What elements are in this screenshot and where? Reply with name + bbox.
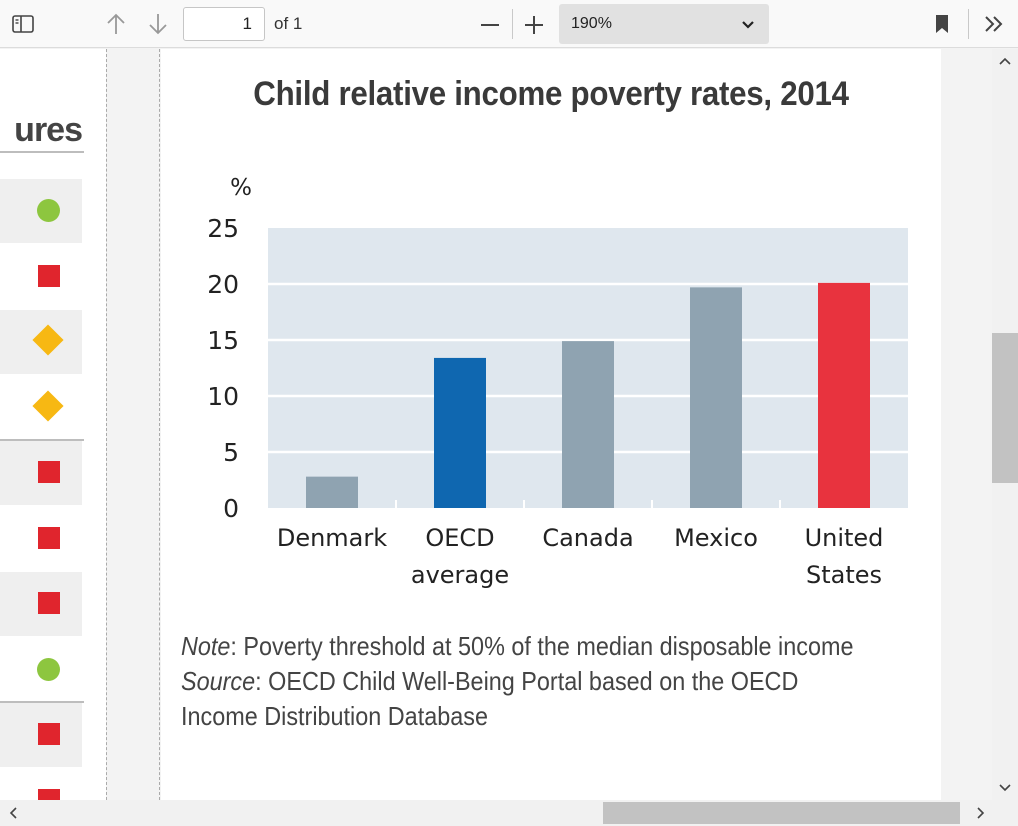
y-axis-label: % [230, 175, 252, 201]
page-number-input[interactable]: 1 [183, 7, 265, 41]
x-tick-label: OECD [425, 524, 494, 552]
legend-row [0, 310, 82, 374]
bar [434, 357, 486, 508]
horizontal-scrollbar-thumb[interactable] [603, 802, 960, 824]
y-tick-label: 25 [207, 214, 239, 243]
legend-row [0, 703, 82, 767]
y-tick-label: 5 [223, 438, 239, 467]
zoom-value: 190% [571, 15, 612, 32]
diamond-marker-icon [32, 389, 64, 422]
note-text: : Poverty threshold at 50% of the median… [230, 631, 854, 661]
square-marker-icon [38, 592, 60, 614]
note-label: Note [181, 631, 231, 661]
bar [562, 341, 614, 508]
bookmark-icon[interactable] [932, 12, 952, 36]
chart-notes: Note: Poverty threshold at 50% of the me… [181, 629, 853, 734]
circle-marker-icon [37, 657, 60, 681]
source-label: Source [181, 666, 256, 696]
scroll-left-icon[interactable] [3, 803, 23, 823]
legend-row [0, 638, 82, 702]
legend-row [0, 769, 82, 800]
legend-row [0, 572, 82, 636]
y-tick-label: 10 [207, 382, 239, 411]
bar-chart: 0 5 10 15 20 25% Denmark OECD average Canada Mexic… [207, 175, 908, 589]
y-tick-label: 20 [207, 270, 239, 299]
section-title-fragment: ures [0, 111, 84, 153]
square-marker-icon [38, 723, 60, 745]
legend-row [0, 507, 82, 571]
square-marker-icon [38, 526, 60, 549]
pdf-toolbar: 1 of 1 190% [0, 0, 1018, 48]
bar [306, 476, 358, 508]
diamond-marker-icon [32, 324, 64, 356]
square-marker-icon [38, 788, 60, 800]
legend-row [0, 441, 82, 505]
square-marker-icon [38, 461, 60, 483]
square-marker-icon [38, 264, 60, 287]
legend-row [0, 376, 82, 440]
page-edge [106, 49, 107, 800]
toolbar-separator [968, 9, 969, 39]
toolbar-separator [512, 9, 513, 39]
minus-icon[interactable] [478, 13, 502, 37]
previous-page-fragment: ures [0, 49, 106, 800]
scroll-up-icon[interactable] [995, 51, 1015, 71]
note-line: Note: Poverty threshold at 50% of the me… [181, 629, 853, 664]
page-edge [159, 49, 160, 800]
legend-row [0, 245, 82, 309]
chevron-down-icon [741, 17, 755, 35]
scroll-down-icon[interactable] [995, 778, 1015, 798]
arrow-down-icon[interactable] [146, 12, 170, 36]
bar [818, 282, 870, 508]
y-tick-label: 0 [223, 494, 239, 523]
source-line: Source: OECD Child Well-Being Portal bas… [181, 664, 853, 699]
plus-icon[interactable] [522, 13, 546, 37]
pdf-page: Child relative income poverty rates, 201… [161, 49, 941, 800]
x-tick-label: Canada [542, 524, 633, 552]
legend-row [0, 179, 82, 243]
chart-title: Child relative income poverty rates, 201… [253, 75, 849, 113]
double-chevron-right-icon[interactable] [982, 12, 1006, 36]
y-tick-label: 15 [207, 326, 239, 355]
source-line-2: Income Distribution Database [181, 701, 488, 731]
section-title-text: ures [14, 111, 83, 149]
page-total-label: of 1 [274, 14, 303, 33]
x-tick-label: Mexico [674, 524, 758, 552]
x-tick-label: Denmark [277, 524, 387, 552]
sidebar-toggle-icon[interactable] [10, 12, 36, 36]
section-divider [0, 439, 84, 441]
x-tick-label: States [806, 561, 882, 589]
section-divider [0, 701, 84, 703]
zoom-select[interactable]: 190% [559, 4, 769, 44]
x-tick-label: United [805, 524, 884, 552]
circle-marker-icon [37, 199, 60, 222]
vertical-scrollbar-thumb[interactable] [992, 333, 1018, 483]
arrow-up-icon[interactable] [104, 12, 128, 36]
bar [690, 287, 742, 508]
source-text: : OECD Child Well-Being Portal based on … [255, 666, 799, 696]
x-tick-label: average [411, 561, 509, 589]
scroll-right-icon[interactable] [971, 803, 991, 823]
